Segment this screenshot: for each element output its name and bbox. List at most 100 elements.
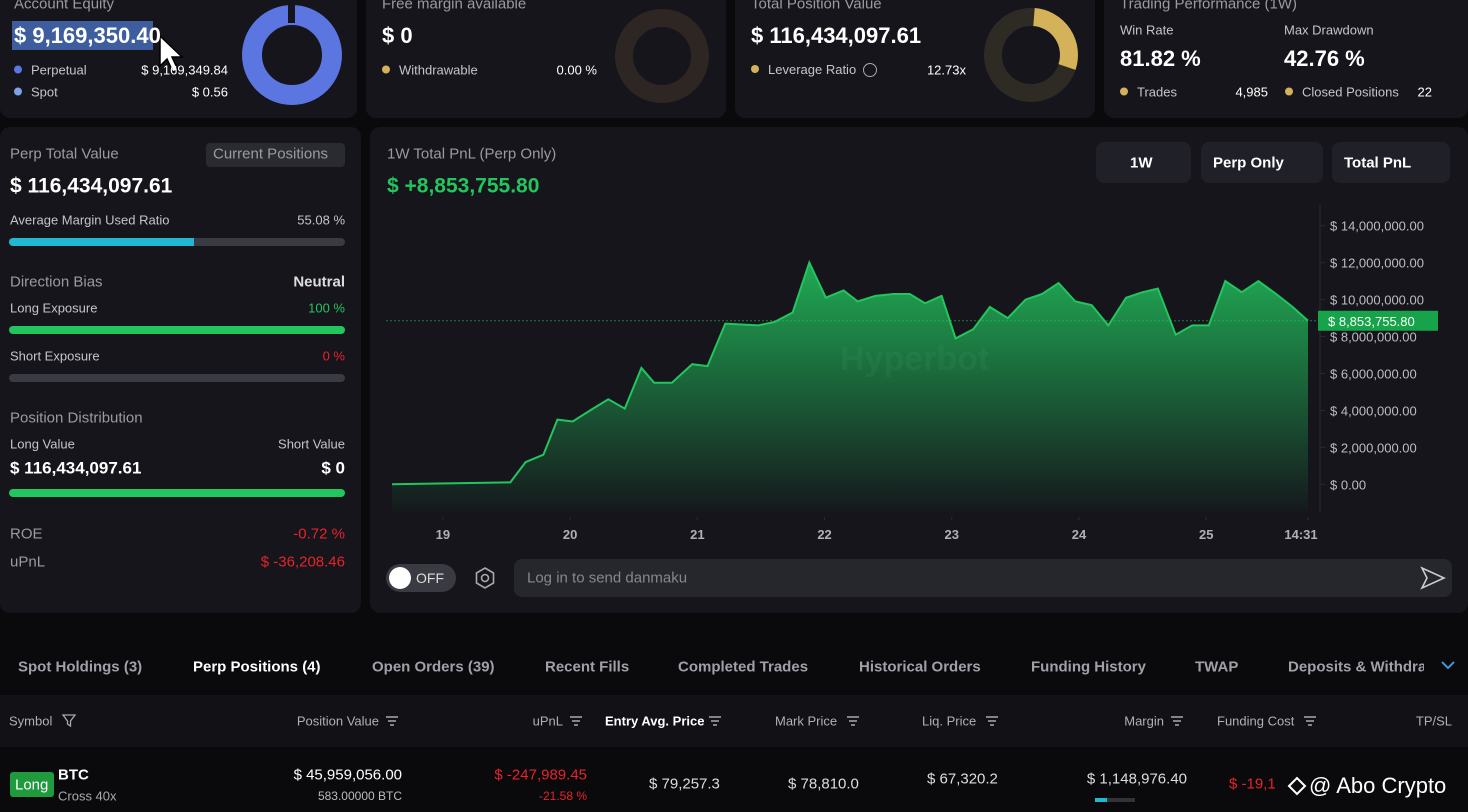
stat-value: 81.82 % [1120, 46, 1201, 71]
direction-value: Neutral [293, 273, 345, 291]
long-track [9, 326, 345, 334]
roe-value: -0.72 % [293, 525, 345, 543]
symbol: BTC [58, 766, 89, 784]
line [391, 259, 1309, 486]
distribution-title: Position Distribution [10, 409, 143, 427]
button-label: 1W [1130, 154, 1153, 172]
row-label: Perpetual [14, 64, 87, 77]
upnl-label: uPnL [10, 553, 46, 571]
last-value-label: $ 8,853,755.80 [1328, 314, 1415, 329]
watermark: @ Abo Crypto [1309, 773, 1447, 798]
area [392, 262, 1308, 512]
button-label: Total PnL [1344, 154, 1412, 172]
help-icon[interactable] [862, 63, 877, 77]
upnl-pct: -21.58 % [538, 789, 587, 803]
stat-label: Max Drawdown [1284, 22, 1374, 38]
perp-value: $ 116,434,097.61 [10, 174, 173, 198]
label: Trades [1137, 84, 1177, 100]
short-value-label: Short Value [278, 436, 345, 452]
row-value: $ 9,169,349.84 [141, 62, 228, 78]
label: Withdrawable [399, 62, 478, 78]
upnl-value: $ -36,208.46 [260, 553, 345, 571]
tab[interactable]: Funding History [1031, 658, 1146, 676]
danmaku-input[interactable] [514, 559, 1452, 597]
column-header[interactable]: Position Value [296, 713, 379, 729]
column-header[interactable]: Entry Avg. Price [605, 713, 705, 729]
short-value: 0 % [322, 348, 345, 364]
stat-label: Win Rate [1120, 22, 1174, 38]
card-value: $ 116,434,097.61 [751, 23, 922, 48]
x-tick-label: 22 [817, 527, 831, 542]
stat-value: 42.76 % [1284, 46, 1365, 71]
margin: $ 1,148,976.40 [1086, 770, 1187, 788]
metric-button[interactable] [1332, 142, 1450, 183]
short-value: $ 0 [321, 458, 345, 478]
dot [382, 65, 390, 74]
column-header[interactable]: Liq. Price [922, 713, 977, 729]
x-tick-label: 24 [1072, 527, 1087, 542]
label: Spot [31, 84, 58, 100]
roe-label: ROE [10, 525, 43, 543]
tab[interactable]: Spot Holdings (3) [18, 658, 143, 676]
tab[interactable]: TWAP [1195, 658, 1239, 676]
dot [1285, 87, 1293, 96]
tab[interactable]: Completed Trades [678, 658, 809, 676]
chart-title: 1W Total PnL (Perp Only) [387, 145, 557, 163]
tab-active[interactable]: Perp Positions (4) [193, 658, 321, 676]
card-title: Account Equity [14, 0, 115, 13]
position-size: 583.00000 BTC [317, 789, 402, 803]
tab[interactable]: Historical Orders [859, 658, 981, 676]
tab[interactable]: Recent Fills [545, 658, 630, 676]
position-value: $ 45,959,056.00 [293, 766, 402, 784]
tab[interactable]: Deposits & Withdra [1288, 659, 1424, 675]
x-tick-label: 14:31 [1284, 527, 1317, 542]
column-header[interactable]: Funding Cost [1217, 713, 1295, 729]
row-value: 4,985 [1235, 84, 1268, 100]
card-title: Trading Performance (1W) [1120, 0, 1297, 13]
direction-label: Direction Bias [10, 273, 103, 291]
toggle-knob [389, 567, 411, 589]
scope-button[interactable] [1201, 142, 1323, 183]
dot [14, 65, 22, 74]
column-header[interactable]: Margin [1124, 713, 1164, 729]
card-value: $ 0 [382, 23, 413, 48]
cursor [159, 34, 184, 73]
short-track [9, 374, 345, 382]
panel-title: Perp Total Value [10, 145, 119, 163]
range-button[interactable] [1096, 142, 1191, 183]
column-header[interactable]: Mark Price [775, 713, 838, 729]
settings-icon[interactable] [475, 567, 495, 589]
margin-fill [9, 238, 195, 246]
selection-highlight [12, 21, 153, 50]
send-icon[interactable] [1420, 566, 1446, 590]
y-tick-label: $ 10,000,000.00 [1330, 293, 1424, 308]
filter-icon[interactable] [61, 714, 77, 728]
row-label: Trades [1120, 86, 1177, 99]
y-tick-label: $ 0.00 [1330, 477, 1366, 492]
label: Leverage Ratio [768, 62, 857, 77]
donut [242, 5, 342, 105]
tabs-more[interactable] [1441, 661, 1455, 670]
side: Long [15, 776, 49, 794]
mark-price: $ 78,810.0 [788, 775, 859, 793]
label: Perpetual [31, 62, 87, 78]
row-label: Closed Positions [1285, 86, 1399, 99]
entry-price: $ 79,257.3 [649, 775, 720, 793]
current-positions-button[interactable] [206, 143, 345, 167]
row-value: 22 [1417, 84, 1432, 100]
donut-notch [288, 5, 295, 23]
margin-track [9, 238, 345, 246]
dot [751, 65, 759, 73]
danmaku-placeholder: Log in to send danmaku [527, 569, 688, 587]
long-label: Long Exposure [10, 300, 98, 316]
side-badge [10, 772, 54, 797]
margin-label: Average Margin Used Ratio [10, 212, 170, 228]
column-header[interactable]: uPnL [532, 713, 563, 729]
card-title: Free margin available [382, 0, 527, 13]
long-value: $ 116,434,097.61 [10, 458, 142, 478]
tab[interactable]: Open Orders (39) [372, 658, 495, 676]
long-fill [9, 326, 345, 334]
x-tick-label: 23 [945, 527, 959, 542]
